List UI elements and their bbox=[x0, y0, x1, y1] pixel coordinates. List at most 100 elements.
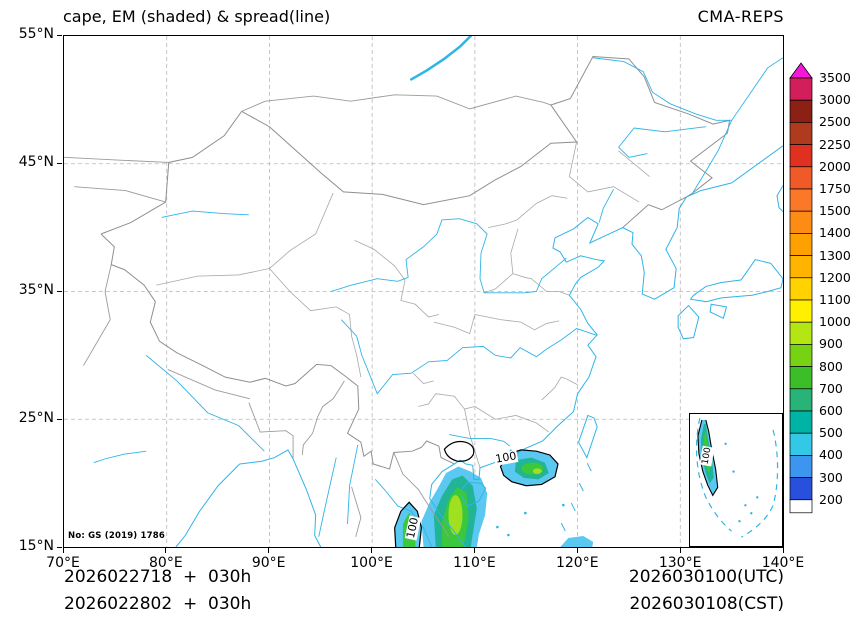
chart-title: cape, EM (shaded) & spread(line) bbox=[63, 7, 331, 26]
y-axis-tick bbox=[57, 546, 62, 548]
colorbar-band bbox=[789, 477, 813, 501]
colorbar-tick-label: 700 bbox=[819, 380, 843, 396]
shikoku-coastline bbox=[709, 303, 728, 320]
river-line bbox=[374, 479, 433, 547]
colorbar-band bbox=[789, 255, 813, 279]
border-line bbox=[241, 94, 551, 112]
taiwan-coastline bbox=[578, 414, 598, 459]
y-axis-label: 35°N bbox=[18, 282, 54, 298]
colorbar-tick-label: 2500 bbox=[819, 114, 851, 130]
india-east-coastline bbox=[175, 463, 241, 547]
spread-contour bbox=[697, 419, 719, 497]
province-line bbox=[474, 406, 550, 433]
river-line bbox=[93, 450, 147, 464]
y-axis-label: 15°N bbox=[18, 538, 54, 554]
colorbar-tick-label: 2250 bbox=[819, 136, 851, 152]
x-axis-label: 130°E bbox=[658, 555, 702, 571]
colorbar-tick-label: 500 bbox=[819, 425, 843, 441]
river-line bbox=[318, 457, 337, 537]
colorbar-tick-label: 1300 bbox=[819, 247, 851, 263]
colorbar-tick-label: 800 bbox=[819, 358, 843, 374]
model-name: CMA-REPS bbox=[697, 7, 784, 26]
colorbar-tick-label: 1000 bbox=[819, 314, 851, 330]
province-line bbox=[512, 273, 570, 296]
river-line bbox=[598, 189, 614, 223]
spread-contour bbox=[394, 501, 423, 547]
river-line bbox=[347, 444, 359, 525]
y-axis-label: 25°N bbox=[18, 410, 54, 426]
province-line bbox=[412, 372, 434, 384]
province-line bbox=[618, 150, 650, 177]
province-line bbox=[488, 195, 568, 229]
border-line bbox=[83, 264, 112, 366]
border-line bbox=[74, 186, 166, 203]
spread-contours-layer bbox=[394, 440, 559, 547]
graticule-gridlines bbox=[64, 36, 783, 547]
x-axis-label: 140°E bbox=[761, 555, 805, 571]
province-line bbox=[269, 268, 362, 378]
border-line bbox=[64, 156, 169, 163]
river-line bbox=[692, 120, 733, 194]
x-axis-tick bbox=[473, 548, 475, 553]
colorbar-band bbox=[789, 455, 813, 478]
x-axis-tick bbox=[268, 548, 270, 553]
river-line bbox=[161, 210, 249, 218]
colorbar-under-band bbox=[789, 499, 813, 514]
x-axis-tick bbox=[371, 548, 373, 553]
colorbar-band bbox=[789, 144, 813, 168]
x-axis-tick bbox=[165, 548, 167, 553]
x-axis-tick bbox=[62, 548, 64, 553]
x-axis-tick bbox=[679, 548, 681, 553]
y-axis-tick bbox=[57, 290, 62, 292]
colorbar-tick-label: 600 bbox=[819, 403, 843, 418]
colorbar-tick-label: 400 bbox=[819, 447, 843, 463]
island-dot bbox=[524, 511, 527, 515]
river-line bbox=[592, 57, 783, 121]
colorbar-band bbox=[789, 432, 813, 456]
vietnam-coastline bbox=[429, 463, 466, 547]
x-axis-label: 120°E bbox=[555, 555, 599, 571]
island-dot bbox=[496, 525, 499, 529]
spread-contour bbox=[499, 449, 559, 487]
province-line bbox=[568, 141, 640, 203]
colorbar-band bbox=[789, 77, 813, 101]
y-axis-tick bbox=[57, 418, 62, 420]
colorbar-band bbox=[789, 233, 813, 256]
province-line bbox=[156, 192, 334, 286]
china-coastline bbox=[454, 216, 623, 480]
china-north-border bbox=[100, 55, 731, 235]
cape-shading-core bbox=[448, 495, 463, 536]
island-dot bbox=[507, 533, 510, 537]
border-line bbox=[248, 402, 294, 459]
border-line bbox=[167, 369, 251, 400]
colorbar-band bbox=[789, 166, 813, 190]
province-line bbox=[541, 376, 578, 401]
colorbar-band bbox=[789, 366, 813, 390]
colorbar-band bbox=[789, 321, 813, 345]
coastlines-layer bbox=[175, 145, 783, 547]
colorbar-tick-label: 1200 bbox=[819, 269, 851, 285]
x-axis-label: 90°E bbox=[251, 555, 286, 571]
colorbar-svg bbox=[789, 62, 813, 514]
colorbar-band bbox=[789, 188, 813, 212]
colorbar-band bbox=[789, 99, 813, 123]
nine-dash-line bbox=[560, 462, 592, 532]
colorbar-tick-label: 1750 bbox=[819, 181, 851, 196]
border-line bbox=[393, 452, 450, 538]
x-axis-label: 110°E bbox=[453, 555, 496, 571]
province-line bbox=[464, 408, 481, 468]
colorbar-tick-label: 1400 bbox=[819, 225, 851, 241]
border-line bbox=[301, 380, 345, 456]
colorbar-band bbox=[789, 344, 813, 367]
cape-shading-region bbox=[560, 536, 594, 547]
river-line bbox=[340, 319, 598, 395]
province-line bbox=[483, 228, 519, 294]
colorbar-tick-label: 300 bbox=[819, 469, 843, 485]
hokkaido-coastline bbox=[776, 185, 783, 213]
river-line bbox=[145, 355, 265, 452]
footer-valid-time-cst: 2026030108(CST) bbox=[629, 594, 784, 614]
colorbar-tick-label: 3500 bbox=[819, 70, 851, 85]
province-line bbox=[354, 240, 439, 318]
hainan-coastline bbox=[460, 482, 487, 507]
